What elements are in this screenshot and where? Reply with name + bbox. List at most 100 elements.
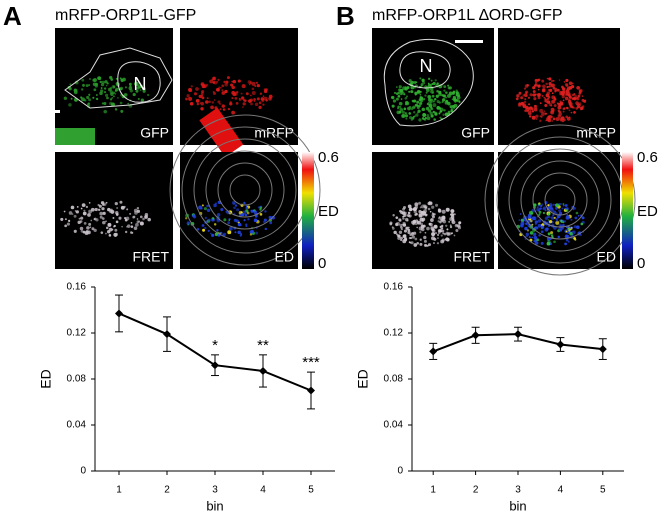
signal	[581, 98, 585, 102]
colorbar	[622, 152, 633, 269]
signal	[214, 106, 218, 110]
signal	[209, 79, 213, 84]
signal	[103, 101, 107, 106]
signal	[110, 87, 112, 89]
signal	[125, 216, 130, 221]
signal	[206, 97, 209, 100]
signal	[439, 116, 442, 119]
signal	[450, 212, 454, 217]
signal	[105, 201, 108, 204]
signal	[226, 76, 230, 80]
signal	[119, 200, 123, 204]
signal	[581, 216, 585, 220]
signal	[123, 205, 126, 208]
signal	[409, 237, 413, 240]
signal	[250, 229, 254, 234]
signal	[516, 94, 520, 98]
signal	[126, 208, 129, 211]
signal	[538, 202, 541, 205]
signal	[544, 104, 548, 108]
signal	[553, 210, 557, 214]
signal	[519, 213, 522, 215]
signal	[427, 77, 431, 81]
signal	[426, 114, 430, 117]
data-point	[211, 361, 219, 370]
signal	[539, 108, 544, 113]
signal	[247, 80, 252, 84]
signal	[73, 229, 77, 233]
signal	[409, 105, 411, 108]
signal	[426, 244, 429, 247]
signal	[531, 115, 536, 120]
signal	[547, 213, 550, 216]
ring	[544, 184, 576, 216]
ring-label: 1	[0, 177, 3, 186]
signal	[400, 236, 403, 240]
signal	[240, 233, 243, 236]
signal	[526, 229, 530, 232]
signal	[434, 79, 437, 82]
signal	[442, 232, 445, 235]
signal	[411, 235, 415, 239]
signal	[524, 98, 527, 101]
signal	[261, 99, 265, 103]
signal	[404, 236, 408, 240]
signal	[539, 119, 542, 122]
signal	[534, 222, 537, 226]
signal	[94, 207, 98, 212]
signal	[439, 228, 443, 233]
x-tick-label: 1	[430, 485, 436, 496]
x-tick-label: 2	[164, 485, 170, 496]
signal	[263, 96, 268, 101]
y-tick-label: 0.08	[384, 374, 404, 385]
signal	[416, 241, 420, 245]
signal	[563, 81, 566, 83]
signal	[542, 84, 546, 89]
signal	[432, 103, 437, 108]
signal	[434, 224, 437, 228]
red-blob	[199, 107, 244, 158]
signal	[93, 88, 97, 92]
signal	[88, 201, 91, 204]
signal	[396, 107, 400, 110]
signal	[206, 204, 209, 208]
signal	[88, 94, 91, 97]
signal	[452, 90, 456, 94]
signal	[90, 219, 93, 222]
signal	[231, 110, 236, 115]
signal	[431, 94, 435, 98]
micrograph	[55, 152, 173, 269]
signal	[457, 94, 461, 98]
signal	[195, 99, 200, 103]
signal	[523, 100, 527, 104]
signal	[544, 209, 547, 212]
ring	[193, 138, 297, 242]
signal	[571, 230, 576, 235]
signal	[203, 207, 207, 211]
signal	[408, 214, 412, 218]
signal	[423, 239, 427, 243]
signal	[414, 93, 417, 96]
signal	[403, 229, 408, 233]
signal	[128, 82, 132, 86]
y-tick-label: 0.12	[67, 328, 87, 339]
signal	[566, 86, 571, 91]
signal	[522, 102, 525, 106]
signal	[81, 88, 84, 91]
signal	[529, 93, 533, 97]
signal	[561, 207, 564, 210]
signal	[433, 97, 437, 101]
signal	[414, 237, 418, 241]
signal	[90, 207, 95, 212]
signal	[391, 104, 395, 108]
signal	[259, 213, 263, 216]
ring-label: 3	[0, 159, 3, 168]
signal	[422, 220, 424, 223]
signal	[262, 95, 265, 98]
signal	[213, 223, 217, 226]
signal	[115, 212, 119, 216]
signal	[431, 236, 435, 241]
signal	[421, 107, 426, 112]
signal	[543, 110, 546, 113]
signal	[94, 84, 98, 88]
